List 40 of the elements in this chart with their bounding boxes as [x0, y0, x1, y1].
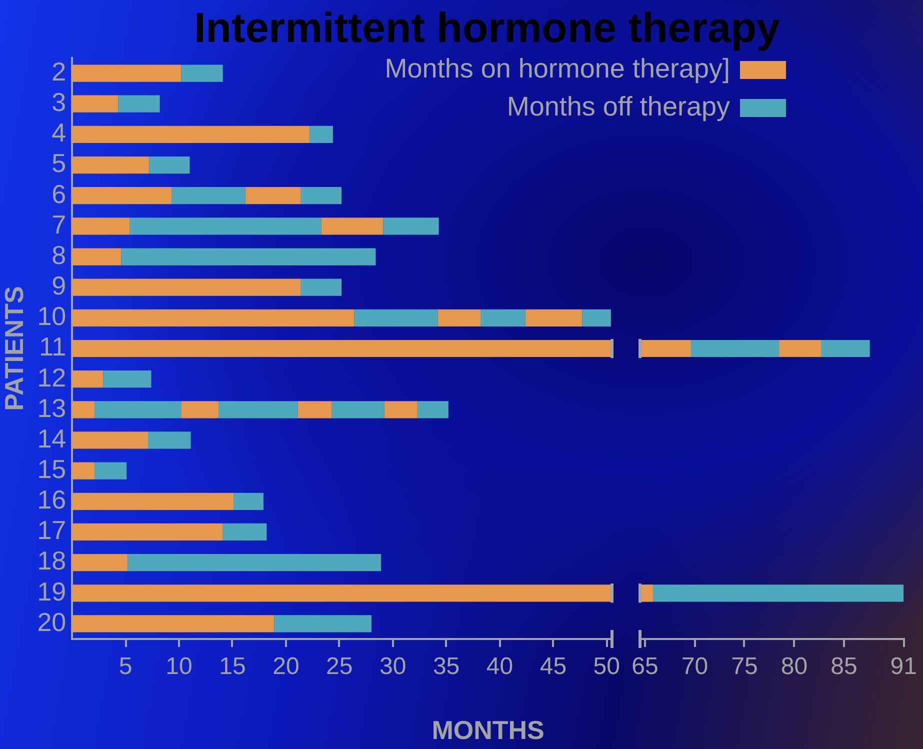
- y-tick-label: 6: [52, 178, 66, 209]
- y-tick-label: 16: [37, 484, 66, 515]
- x-tick-label: 91: [890, 653, 918, 680]
- y-tick-label: 9: [52, 270, 66, 301]
- x-tick-label: 25: [326, 653, 353, 680]
- y-tick-label: 14: [37, 423, 66, 454]
- y-tick-label: 15: [37, 454, 66, 484]
- x-tick-label: 10: [166, 653, 192, 680]
- x-tick-label: 70: [681, 653, 708, 680]
- x-tick-label: 40: [486, 653, 514, 680]
- y-tick-label: 10: [37, 301, 66, 332]
- chart-title: Intermittent hormone therapy: [194, 4, 780, 51]
- x-tick-label: 20: [272, 653, 300, 680]
- y-tick-label: 13: [37, 392, 66, 423]
- y-tick-label: 18: [37, 546, 66, 576]
- x-tick-label: 50: [593, 653, 620, 680]
- x-tick-label: 15: [219, 653, 246, 680]
- y-tick-label: 12: [37, 362, 66, 392]
- y-tick-label: 5: [52, 148, 66, 178]
- x-tick-label: 35: [432, 653, 460, 680]
- x-tick-label: 80: [780, 653, 808, 680]
- legend-label: Months off therapy: [506, 91, 730, 122]
- x-tick-label: 75: [731, 653, 758, 680]
- y-tick-label: 3: [52, 87, 66, 118]
- x-tick-label: 5: [118, 653, 132, 680]
- y-tick-label: 19: [37, 576, 66, 606]
- y-tick-label: 2: [52, 56, 66, 86]
- y-tick-label: 20: [37, 606, 66, 637]
- y-axis-title: PATIENTS: [0, 286, 29, 411]
- y-tick-label: 17: [37, 515, 66, 546]
- x-tick-label: 65: [632, 653, 658, 680]
- y-tick-label: 7: [52, 209, 66, 240]
- x-axis-title: MONTHS: [432, 715, 544, 746]
- legend-label: Months on hormone therapy]: [384, 53, 730, 84]
- y-tick-label: 11: [39, 332, 66, 362]
- y-tick-label: 4: [52, 118, 66, 148]
- x-tick-label: 30: [379, 653, 406, 680]
- y-tick-label: 8: [52, 240, 66, 270]
- x-tick-label: 45: [540, 653, 567, 680]
- x-tick-label: 85: [830, 653, 858, 680]
